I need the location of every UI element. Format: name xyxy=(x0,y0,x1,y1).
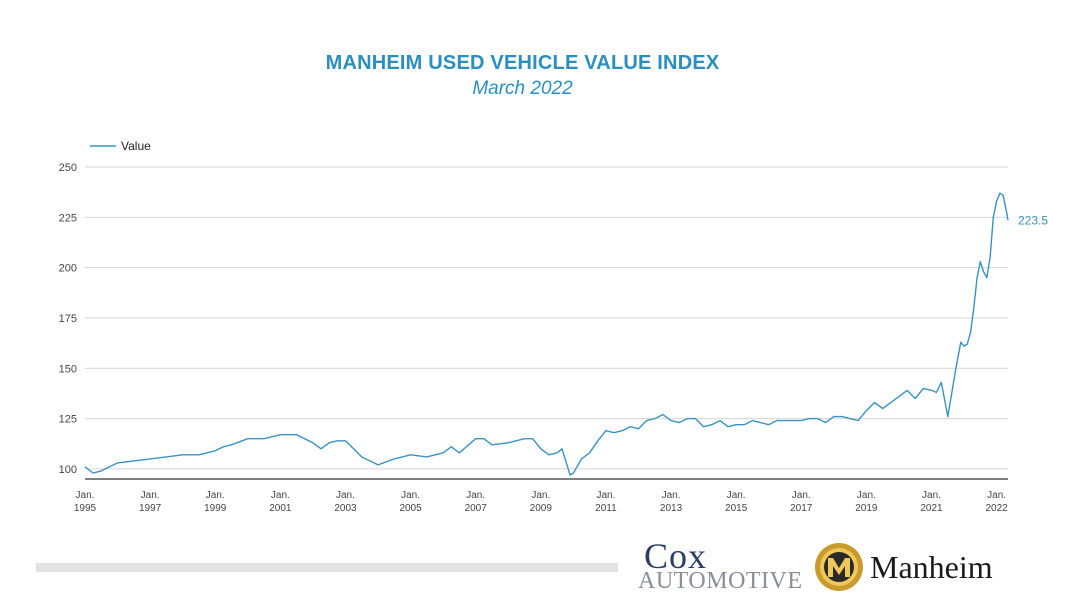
x-tick-label-year: 1995 xyxy=(74,503,97,514)
y-tick-label: 225 xyxy=(59,212,77,224)
y-tick-label: 200 xyxy=(59,263,77,275)
x-tick-label-year: 2011 xyxy=(595,503,617,514)
x-tick-label-year: 2015 xyxy=(725,503,748,514)
x-tick-label-month: Jan. xyxy=(206,490,225,501)
x-tick-label-year: 2019 xyxy=(855,503,878,514)
x-tick-label-year: 2009 xyxy=(530,503,553,514)
manheim-emblem-icon xyxy=(815,543,863,591)
x-tick-label-month: Jan. xyxy=(336,490,355,501)
x-tick-label-month: Jan. xyxy=(531,490,550,501)
x-tick-label-month: Jan. xyxy=(727,490,746,501)
x-tick-label-month: Jan. xyxy=(401,490,420,501)
y-tick-label: 125 xyxy=(59,414,77,426)
x-tick-label-year: 2021 xyxy=(920,503,943,514)
x-tick-label-year: 2003 xyxy=(334,503,357,514)
x-tick-label-month: Jan. xyxy=(922,490,941,501)
cox-logo-text: Cox xyxy=(644,536,708,576)
y-tick-label: 100 xyxy=(59,464,77,476)
chart-subtitle: March 2022 xyxy=(472,78,573,99)
series-line-value xyxy=(84,192,1009,476)
x-tick-label-month: Jan. xyxy=(141,490,160,501)
x-tick-label-month: Jan. xyxy=(271,490,290,501)
x-tick-label-year: 2017 xyxy=(790,503,813,514)
x-tick-label-month: Jan. xyxy=(662,490,681,501)
manheim-wordmark: Manheim xyxy=(870,549,993,585)
y-tick-label: 175 xyxy=(59,313,77,325)
end-value-label: 223.5 xyxy=(1018,213,1048,227)
manheim-logo: Manheim xyxy=(814,540,1014,596)
y-tick-label: 150 xyxy=(59,363,77,375)
x-tick-label-year: 2001 xyxy=(269,503,292,514)
footer-divider xyxy=(36,563,618,572)
x-tick-label-month: Jan. xyxy=(466,490,485,501)
x-tick-label-year: 2022 xyxy=(985,503,1008,514)
legend-label: Value xyxy=(121,139,151,153)
x-tick-label-year: 2007 xyxy=(465,503,488,514)
x-tick-label-year: 2005 xyxy=(399,503,422,514)
cox-automotive-logo: Cox AUTOMOTIVE xyxy=(636,538,806,596)
x-tick-label-year: 1997 xyxy=(139,503,162,514)
automotive-logo-text: AUTOMOTIVE xyxy=(638,568,803,594)
x-tick-label-month: Jan. xyxy=(792,490,811,501)
x-tick-label-month: Jan. xyxy=(857,490,876,501)
x-tick-label-month: Jan. xyxy=(596,490,615,501)
x-tick-label-year: 2013 xyxy=(660,503,683,514)
x-tick-label-month: Jan. xyxy=(987,490,1006,501)
x-tick-label-year: 1999 xyxy=(204,503,227,514)
y-tick-label: 250 xyxy=(59,162,77,174)
chart-title: MANHEIM USED VEHICLE VALUE INDEX xyxy=(325,52,720,74)
x-tick-label-month: Jan. xyxy=(76,490,95,501)
